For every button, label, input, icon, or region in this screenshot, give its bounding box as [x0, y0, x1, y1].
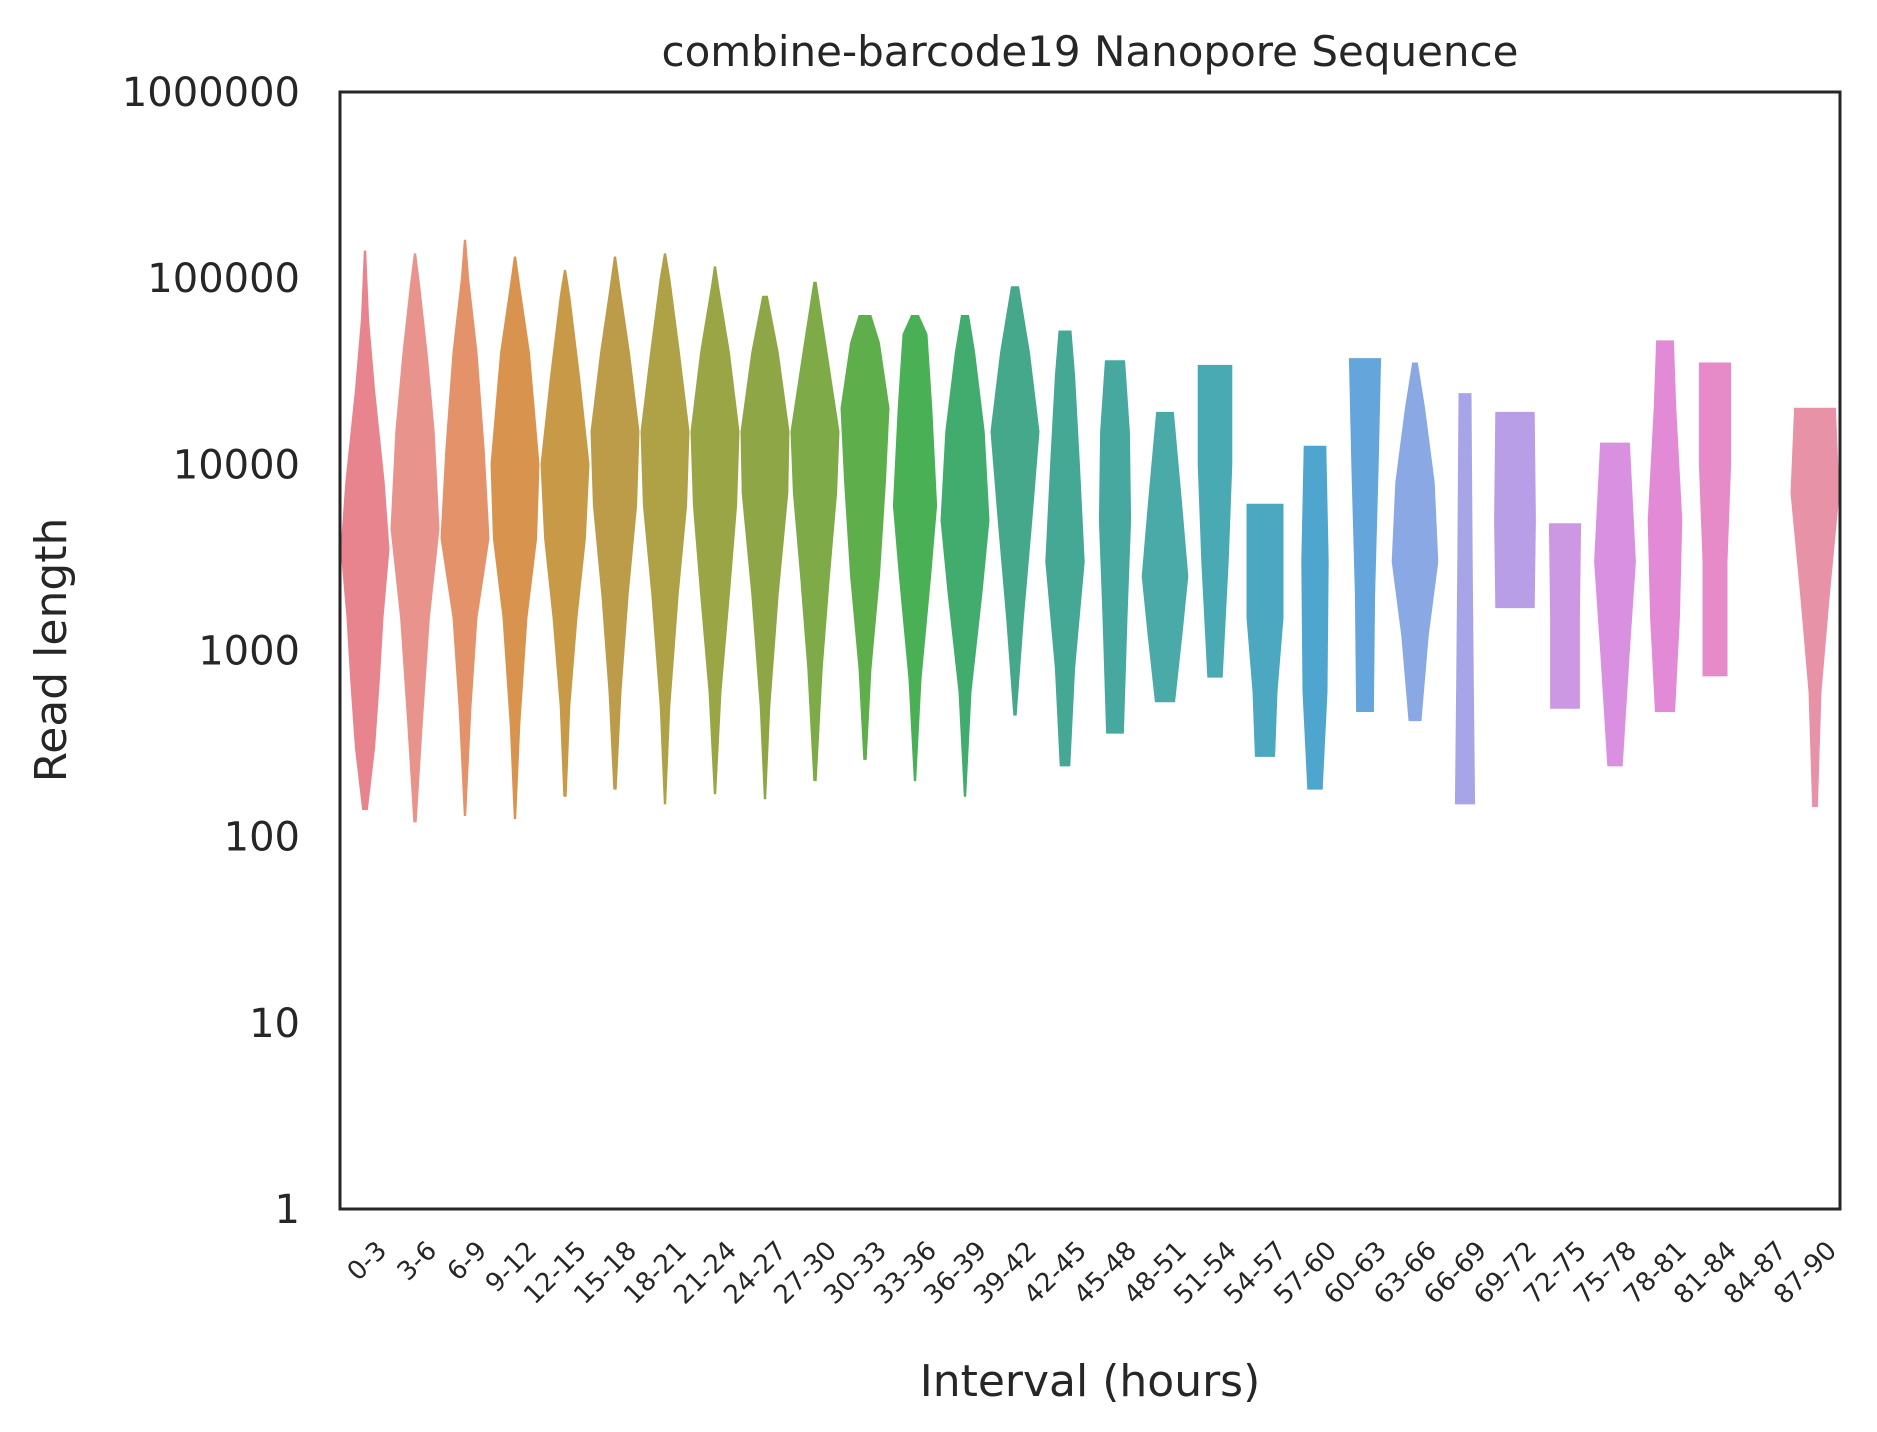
- violin-75-78: [1594, 442, 1636, 767]
- y-tick-label: 10000: [173, 442, 300, 488]
- violin-15-18: [590, 256, 640, 790]
- violin-3-6: [390, 253, 440, 823]
- y-axis-ticks: 1 10 100 1000 10000 100000 1000000: [122, 70, 300, 1233]
- violin-27-30: [790, 281, 840, 782]
- violin-54-57: [1246, 503, 1284, 757]
- chart-title: combine-barcode19 Nanopore Sequence: [661, 27, 1518, 76]
- violin-30-33: [840, 315, 890, 760]
- violin-78-81: [1647, 340, 1683, 712]
- y-axis-label: Read length: [26, 518, 77, 783]
- violin-87-90: [1790, 407, 1840, 808]
- violin-48-51: [1141, 411, 1189, 703]
- violin-39-42: [990, 286, 1040, 716]
- y-tick-label: 1000000: [122, 70, 300, 116]
- violin-63-66: [1391, 362, 1439, 722]
- y-tick-label: 100000: [147, 256, 300, 302]
- violin-42-45: [1045, 330, 1085, 767]
- y-tick-label: 100: [224, 815, 300, 861]
- violin-81-84: [1698, 362, 1732, 677]
- violin-60-63: [1348, 358, 1382, 712]
- violin-12-15: [540, 270, 590, 797]
- violin-36-39: [940, 315, 990, 797]
- violin-18-21: [640, 253, 690, 805]
- violin-24-27: [740, 295, 790, 800]
- violin-69-72: [1494, 411, 1536, 609]
- violin-33-36: [892, 315, 938, 782]
- x-axis-ticks: 0-33-66-99-1212-1515-1818-2121-2424-2727…: [342, 1236, 1843, 1311]
- violins-layer: [340, 239, 1840, 823]
- x-tick-label: 3-6: [392, 1236, 443, 1287]
- x-axis-label: Interval (hours): [920, 1356, 1261, 1407]
- violin-9-12: [490, 256, 540, 820]
- violin-0-3: [340, 250, 390, 810]
- violin-6-9: [440, 239, 490, 816]
- y-tick-label: 1: [275, 1187, 300, 1233]
- violin-66-69: [1454, 393, 1476, 805]
- violin-57-60: [1301, 445, 1329, 790]
- violin-45-48: [1098, 360, 1132, 734]
- x-tick-label: 0-3: [342, 1236, 393, 1287]
- violin-72-75: [1548, 523, 1582, 709]
- violin-51-54: [1197, 364, 1233, 678]
- violin-21-24: [690, 266, 740, 795]
- y-tick-label: 1000: [198, 629, 300, 675]
- y-tick-label: 10: [249, 1001, 300, 1047]
- plot-frame: [338, 90, 1842, 1211]
